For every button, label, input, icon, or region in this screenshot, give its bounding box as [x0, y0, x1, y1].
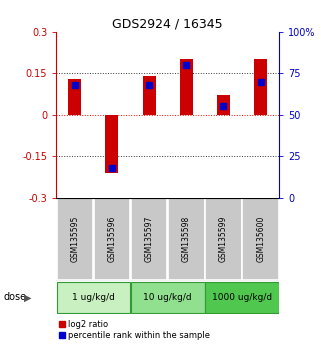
FancyBboxPatch shape: [56, 199, 93, 280]
Legend: log2 ratio, percentile rank within the sample: log2 ratio, percentile rank within the s…: [56, 316, 214, 343]
Text: dose: dose: [3, 292, 26, 302]
FancyBboxPatch shape: [131, 199, 167, 280]
Text: GSM135597: GSM135597: [145, 216, 154, 262]
Text: GSM135599: GSM135599: [219, 216, 228, 262]
Bar: [180, 59, 193, 115]
Text: 1000 ug/kg/d: 1000 ug/kg/d: [212, 293, 272, 302]
Text: GSM135598: GSM135598: [182, 216, 191, 262]
Bar: [68, 79, 81, 115]
FancyBboxPatch shape: [56, 282, 130, 313]
Bar: [217, 96, 230, 115]
FancyBboxPatch shape: [205, 282, 279, 313]
Text: 1 ug/kg/d: 1 ug/kg/d: [72, 293, 115, 302]
Text: GSM135595: GSM135595: [70, 216, 79, 262]
Bar: [254, 59, 267, 115]
FancyBboxPatch shape: [168, 199, 204, 280]
FancyBboxPatch shape: [94, 199, 130, 280]
Text: ▶: ▶: [24, 292, 32, 302]
Title: GDS2924 / 16345: GDS2924 / 16345: [112, 18, 223, 31]
Text: GSM135600: GSM135600: [256, 216, 265, 262]
Bar: [105, 115, 118, 173]
FancyBboxPatch shape: [242, 199, 279, 280]
Text: 10 ug/kg/d: 10 ug/kg/d: [143, 293, 192, 302]
FancyBboxPatch shape: [131, 282, 204, 313]
FancyBboxPatch shape: [205, 199, 242, 280]
Text: GSM135596: GSM135596: [108, 216, 117, 262]
Bar: [143, 76, 156, 115]
